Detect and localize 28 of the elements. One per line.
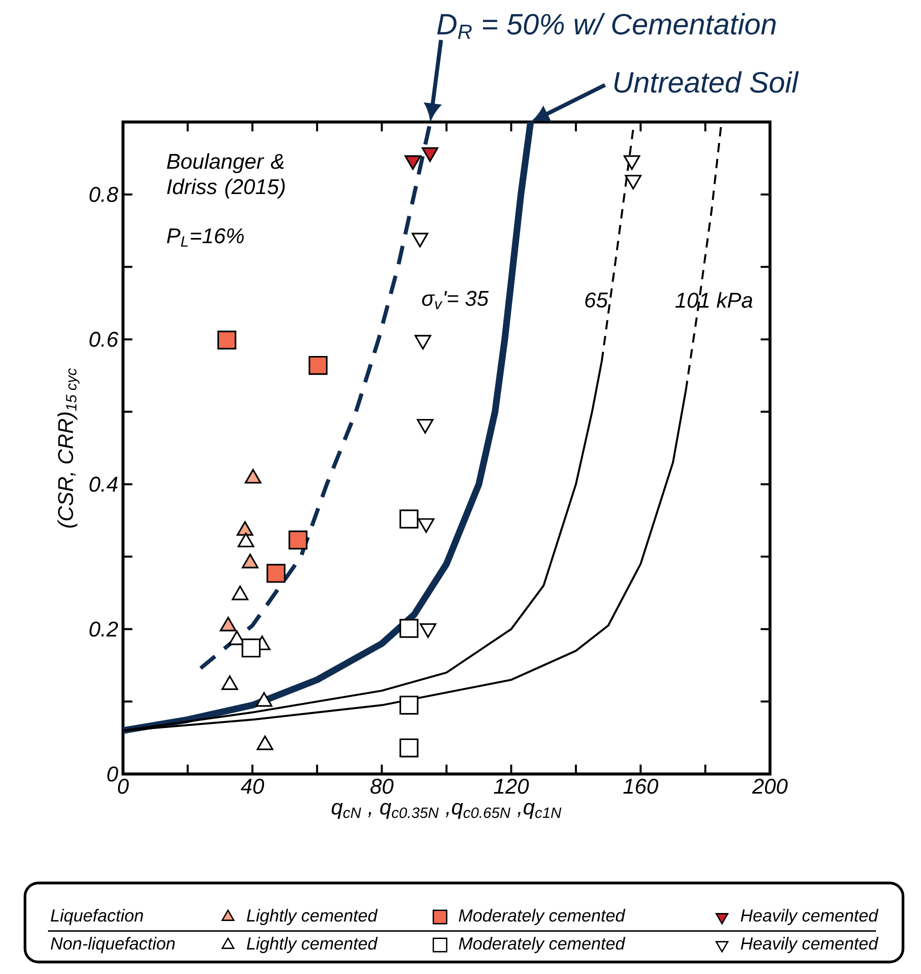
y-tick-label: 0.4 — [90, 476, 118, 492]
text: D$_{R}$ = 50% w/ Cementation — [437, 13, 776, 39]
legend-label: Moderately cemented — [458, 936, 626, 954]
legend-label: Heavily cemented — [740, 908, 878, 926]
annotation: 65 — [585, 292, 608, 308]
x-tick-label: 80 — [370, 778, 394, 794]
legend-label: Untreated Soil — [614, 71, 799, 93]
legend-label: Moderately cemented — [458, 908, 626, 926]
legend-label: Lightly cemented — [246, 936, 378, 954]
annotation: 101 kPa — [675, 292, 752, 308]
y-axis-title: (CSR, CRR)$_{15 cyc}$ — [57, 368, 80, 528]
x-tick-label: 0 — [118, 778, 129, 794]
y-tick-label: 0.8 — [90, 186, 118, 202]
annotation: Boulanger & Idriss (2015) — [166, 153, 285, 198]
x-tick-label: 200 — [752, 778, 788, 794]
y-tick-label: 0 — [107, 766, 118, 782]
y-tick-label: 0.6 — [90, 332, 118, 347]
legend-label: Heavily cemented — [740, 936, 878, 954]
text: Liquefaction — [50, 908, 143, 926]
x-axis-title: q$_{cN}$ , q$_{c0.35N}$ ,q$_{c0.65N}$ ,q$_{c1N}$ — [332, 802, 562, 819]
text: Non-liquefaction — [50, 936, 175, 954]
annotation: σ$_{v}$'= 35 — [422, 290, 489, 310]
x-tick-label: 160 — [623, 778, 658, 794]
y-tick-label: 0.2 — [90, 622, 118, 637]
legend-label: Lightly cemented — [246, 908, 378, 926]
x-tick-label: 40 — [240, 778, 264, 794]
annotation: P$_{L}$=16% — [166, 228, 244, 247]
x-tick-label: 120 — [494, 778, 529, 794]
